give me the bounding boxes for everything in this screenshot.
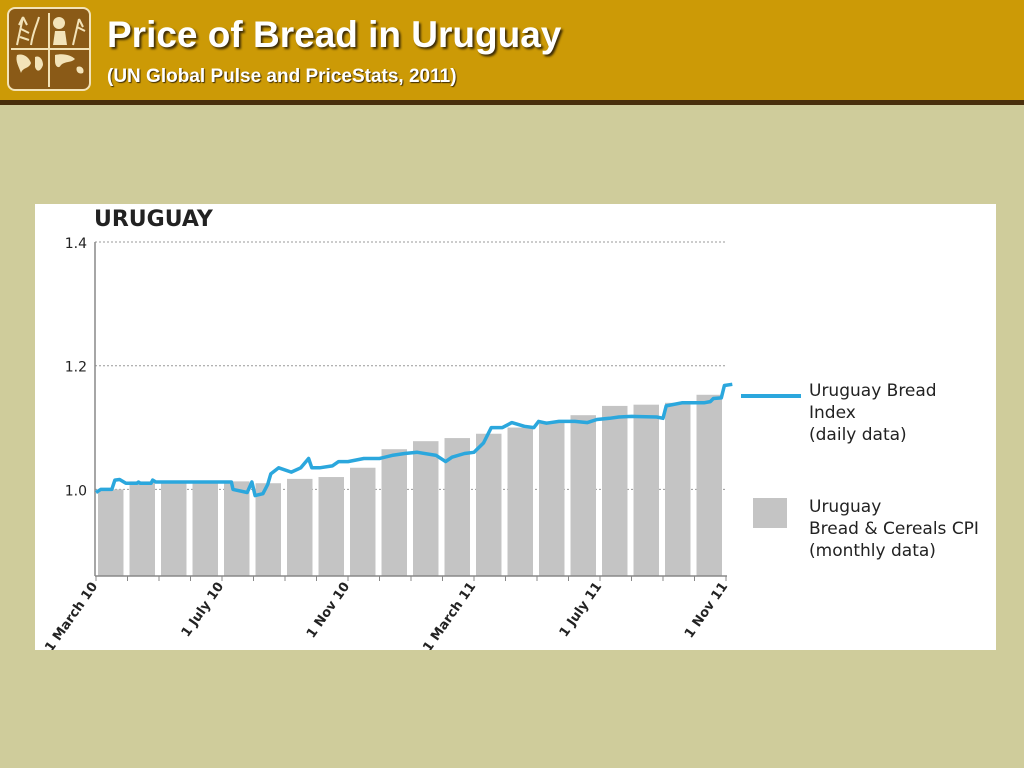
x-tick-label: 1 March 11 — [420, 580, 479, 650]
legend-label: Uruguay Bread — [809, 381, 937, 401]
y-tick-label: 1.0 — [65, 483, 87, 499]
slide-header: Price of Bread in Uruguay (UN Global Pul… — [0, 0, 1024, 105]
bread-price-chart: 1.0 1.2 1.4 1 March 10 1 July 10 1 Nov 10 1 Ma… — [42, 207, 979, 650]
cpi-bar — [224, 481, 250, 576]
slide-title: Price of Bread in Uruguay — [107, 14, 562, 55]
cpi-bar — [350, 467, 376, 576]
x-tick-label: 1 July 10 — [179, 580, 228, 640]
bread-index-line — [95, 382, 733, 498]
cpi-bar — [476, 433, 502, 576]
globe-and-wheat-logo-icon — [7, 7, 91, 91]
chart-title: URUGUAY — [94, 207, 214, 232]
legend-label: (monthly data) — [809, 541, 936, 561]
legend-bar-swatch — [753, 498, 787, 528]
x-tick-label: 1 Nov 11 — [682, 580, 731, 641]
legend-label: (daily data) — [809, 425, 907, 445]
cpi-bar — [507, 427, 533, 576]
cpi-bar — [318, 477, 344, 576]
cpi-bar — [539, 421, 565, 576]
cpi-bar — [161, 481, 187, 576]
x-tick-label: 1 Nov 10 — [304, 580, 353, 641]
x-tick-label: 1 March 10 — [42, 580, 101, 650]
cpi-bar — [633, 404, 659, 576]
x-tick-label: 1 July 11 — [557, 580, 606, 640]
y-tick-label: 1.4 — [65, 236, 87, 252]
cpi-bar — [192, 481, 218, 576]
y-tick-label: 1.2 — [65, 360, 87, 376]
cpi-bar — [98, 489, 124, 576]
cpi-bar — [602, 405, 628, 576]
legend-label: Bread & Cereals CPI — [809, 519, 979, 539]
cpi-bar — [287, 478, 313, 576]
cpi-bar — [570, 415, 596, 576]
cpi-bar — [665, 402, 691, 576]
chart-panel: 1.0 1.2 1.4 1 March 10 1 July 10 1 Nov 10 1 Ma… — [35, 204, 996, 650]
slide-subtitle: (UN Global Pulse and PriceStats, 2011) — [107, 66, 457, 87]
cpi-bar — [129, 481, 155, 576]
legend-label: Index — [809, 403, 856, 423]
legend-label: Uruguay — [809, 497, 881, 517]
cpi-bar — [255, 483, 281, 576]
cpi-bar — [696, 394, 722, 576]
cpi-bar — [381, 449, 407, 576]
cpi-bar — [413, 441, 439, 576]
